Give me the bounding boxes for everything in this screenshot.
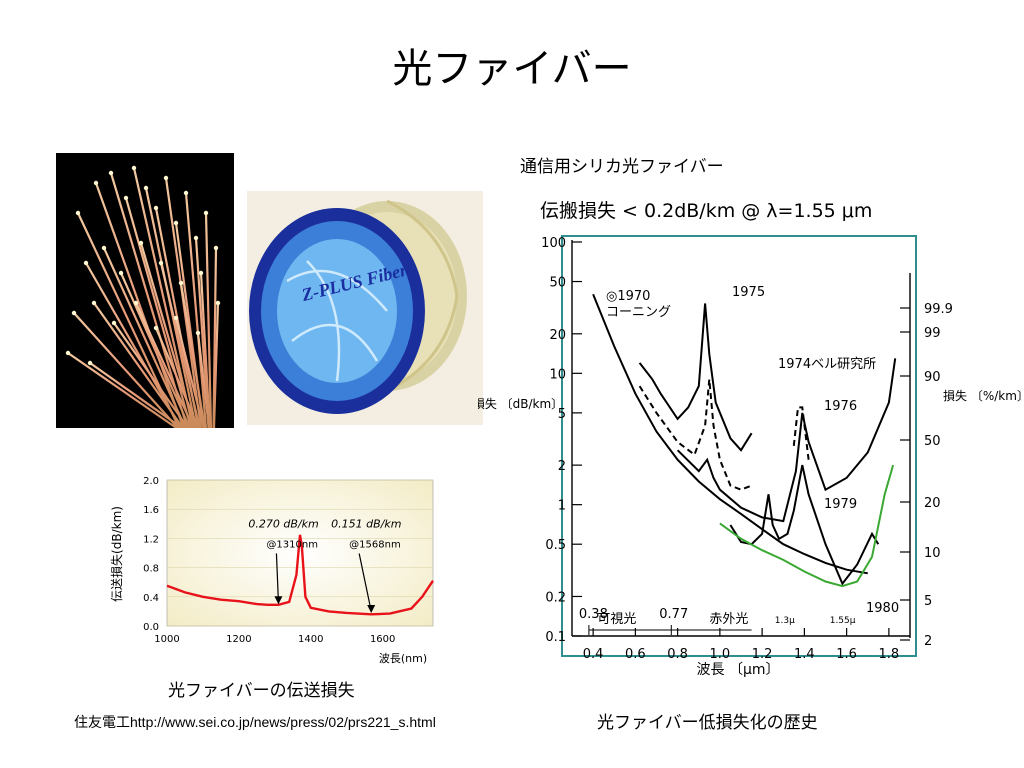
- left-axis-label: 損失 〔dB/km〕: [478, 396, 563, 411]
- right-tick-label: 2: [924, 634, 932, 649]
- series-line-5: [676, 358, 897, 523]
- y-tick-label: 1.6: [143, 505, 159, 516]
- y-axis-label: 伝送損失(dB/km): [109, 506, 124, 602]
- y-tick-label: 1.2: [143, 534, 159, 545]
- y-tick-label: 10: [549, 367, 566, 382]
- x-axis-label: 波長 〔μm〕: [697, 662, 780, 678]
- y-tick-label: 0.1: [545, 630, 566, 645]
- annotation-value: 0.270 dB/km: [248, 517, 318, 530]
- y-tick-label: 20: [549, 328, 566, 343]
- x-tick-label: 1200: [226, 634, 251, 645]
- x-tick-label: 0.8: [667, 647, 688, 662]
- x-tick-label: 1400: [298, 634, 323, 645]
- loss-history-chart: 100 50 20 10 5 2 1 0.5 0.2 0.1 0.4 0.6 0.8 1.0 1.2 1.4 1…: [478, 235, 1024, 678]
- y-tick-label: 5: [558, 407, 566, 422]
- visible-region-label: 可視光: [597, 612, 636, 627]
- caption-history: 光ファイバー低損失化の歴史: [597, 713, 818, 733]
- x-tick-label: 1.4: [794, 647, 815, 662]
- right-tick-label: 10: [924, 546, 941, 561]
- visible-end-label: 0.77: [659, 607, 688, 622]
- series-label: コーニング: [606, 305, 671, 320]
- x-tick-label: 0.6: [625, 647, 646, 662]
- y-tick-label: 1: [558, 499, 566, 514]
- series-label: 1975: [732, 285, 765, 300]
- right-tick-label: 5: [924, 594, 932, 609]
- right-axis-label: 損失 〔%/km〕: [943, 388, 1024, 403]
- x-tick-label: 1.2: [752, 647, 773, 662]
- annotation-value: 0.151 dB/km: [331, 517, 401, 530]
- caption-loss-chart: 光ファイバーの伝送損失: [168, 681, 355, 701]
- band-13-label: 1.3μ: [775, 616, 795, 626]
- right-tick-label: 99.9: [924, 302, 953, 317]
- caption-loss-spec: 伝搬損失 < 0.2dB/km @ λ=1.55 μm: [540, 200, 873, 222]
- x-tick-label: 1.6: [836, 647, 857, 662]
- series-label: ◎1970: [606, 289, 650, 304]
- y-tick-label: 50: [549, 276, 566, 291]
- y-tick-label: 100: [541, 236, 566, 251]
- series-line-1: [592, 293, 868, 575]
- y-tick-label: 0.0: [143, 622, 159, 633]
- series-line-6: [729, 464, 880, 586]
- source-link[interactable]: 住友電工http://www.sei.co.jp/news/press/02/p…: [74, 714, 436, 730]
- x-tick-label: 1000: [154, 634, 179, 645]
- y-tick-label: 2.0: [143, 476, 159, 487]
- fiber-bundle-photo: [56, 153, 234, 428]
- caption-fiber: 通信用シリカ光ファイバー: [520, 157, 724, 177]
- y-tick-label: 0.2: [545, 590, 566, 605]
- series-line-3: [638, 379, 752, 491]
- x-tick-label: 0.4: [583, 647, 604, 662]
- annotation-wavelength: @1568nm: [349, 539, 401, 550]
- series-line-loss: [166, 534, 434, 616]
- x-tick-label: 1.0: [710, 647, 731, 662]
- series-line-4: [792, 406, 810, 460]
- y-tick-label: 0.4: [143, 593, 159, 604]
- fiber-spool-photo: Z-PLUS Fiber: [247, 191, 483, 425]
- right-tick-label: 90: [924, 370, 941, 385]
- y-tick-label: 0.8: [143, 564, 159, 575]
- chart-frame: [561, 235, 917, 657]
- series-line-2: [638, 303, 753, 452]
- y-tick-label: 2: [558, 459, 566, 474]
- series-label: 1980: [866, 601, 899, 616]
- series-label: 1974ベル研究所: [778, 357, 876, 372]
- x-axis-label: 波長(nm): [379, 652, 427, 665]
- x-tick-label: 1600: [370, 634, 395, 645]
- x-tick-label: 1.8: [879, 647, 900, 662]
- fiber-loss-chart: 0.0 0.4 0.8 1.2 1.6 2.0 1000 1200 1400 1600 伝送損失(…: [109, 476, 434, 665]
- series-line-7: [719, 464, 895, 588]
- y-tick-label: 0.5: [545, 538, 566, 553]
- page-title: 光ファイバー: [392, 46, 632, 92]
- series-label: 1979: [824, 497, 857, 512]
- right-tick-label: 99: [924, 326, 941, 341]
- infrared-region-label: 赤外光: [709, 612, 748, 627]
- series-label: 1976: [824, 399, 857, 414]
- annotation-wavelength: @1310nm: [266, 539, 318, 550]
- right-tick-label: 50: [924, 434, 941, 449]
- right-tick-label: 20: [924, 496, 941, 511]
- band-155-label: 1.55μ: [830, 616, 856, 626]
- visible-start-label: 0.38: [579, 607, 608, 622]
